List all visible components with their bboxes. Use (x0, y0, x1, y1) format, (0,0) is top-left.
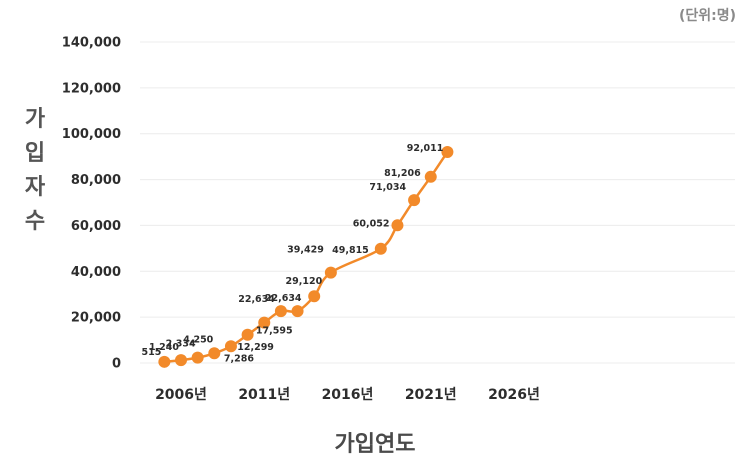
data-label: 22,634 (265, 293, 302, 304)
data-label: 4,250 (183, 334, 213, 345)
data-label: 2,334 (166, 339, 196, 350)
data-point (324, 266, 337, 279)
data-point (241, 328, 254, 341)
data-point (391, 219, 404, 232)
data-point (175, 354, 187, 367)
y-tick-label: 100,000 (62, 127, 121, 142)
data-label: 39,429 (287, 245, 324, 256)
y-tick-label: 20,000 (71, 311, 121, 326)
data-label: 12,299 (237, 342, 274, 353)
data-label: 515 (142, 347, 162, 358)
data-point (158, 355, 171, 368)
data-label: 1,240 (149, 342, 179, 353)
data-point (408, 194, 421, 207)
y-tick-label: 140,000 (62, 36, 121, 51)
y-tick-label: 120,000 (62, 81, 121, 96)
data-label: 7,286 (224, 353, 254, 364)
data-label: 17,595 (256, 326, 293, 337)
data-point (208, 347, 221, 360)
data-point (424, 170, 437, 183)
y-tick-label: 0 (112, 357, 121, 372)
data-label: 60,052 (353, 218, 390, 229)
unit-note: (단위:명) (678, 8, 736, 24)
data-point (258, 316, 271, 329)
x-tick-label: 2026년 (488, 387, 540, 403)
data-point (308, 290, 321, 303)
data-label: 29,120 (286, 276, 323, 287)
data-label: 22,634 (238, 294, 275, 305)
data-label: 71,034 (369, 182, 406, 193)
data-label: 92,011 (407, 143, 444, 154)
x-tick-label: 2011년 (238, 387, 290, 403)
y-tick-label: 80,000 (71, 173, 121, 188)
y-axis-title: 가입자수 (24, 107, 46, 234)
data-point (374, 242, 387, 255)
data-label: 49,815 (332, 245, 369, 256)
x-tick-label: 2016년 (322, 387, 374, 403)
x-axis-title: 가입연도 (334, 432, 416, 457)
data-point (441, 146, 454, 159)
data-point (274, 305, 287, 318)
data-label: 81,206 (384, 168, 421, 179)
data-point (224, 340, 237, 353)
series-line (164, 151, 449, 364)
x-tick-label: 2021년 (405, 387, 457, 403)
data-point (291, 305, 304, 318)
data-point (191, 351, 204, 364)
y-tick-label: 40,000 (71, 265, 121, 280)
x-tick-label: 2006년 (155, 387, 207, 403)
y-tick-label: 60,000 (71, 219, 121, 234)
